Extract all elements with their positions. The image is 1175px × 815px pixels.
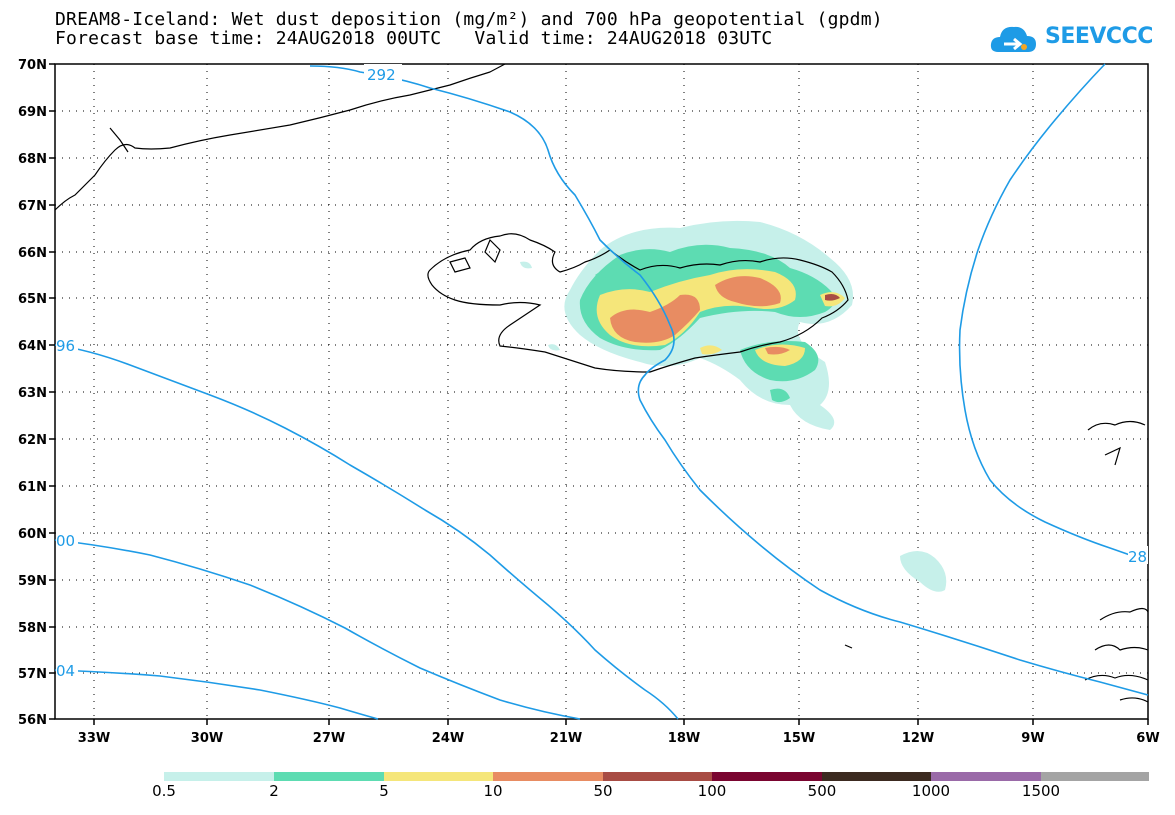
lat-label: 65N <box>18 292 47 307</box>
legend-label: 100 <box>697 782 727 800</box>
longitude-labels: 33W 30W 27W 24W 21W 18W 15W 12W 9W 6W <box>78 731 1160 746</box>
contour-label-28: 28 <box>1128 548 1147 566</box>
contour-label-96: 96 <box>56 337 75 355</box>
lat-label: 60N <box>18 527 47 542</box>
lon-label: 21W <box>550 731 582 746</box>
legend-label: 5 <box>379 782 389 800</box>
legend-label: 50 <box>593 782 613 800</box>
lat-label: 61N <box>18 480 47 495</box>
legend-swatch <box>384 772 493 781</box>
lon-label: 33W <box>78 731 110 746</box>
seevccc-logo <box>990 26 1036 52</box>
legend-swatch <box>274 772 384 781</box>
legend-colorbar <box>164 772 1149 781</box>
lon-label: 30W <box>191 731 223 746</box>
geopotential-contours <box>54 63 1149 720</box>
legend-swatch <box>931 772 1041 781</box>
lat-label: 59N <box>18 574 47 589</box>
lat-label: 58N <box>18 621 47 636</box>
contour-label-292: 292 <box>367 66 396 84</box>
lon-label: 12W <box>902 731 934 746</box>
legend-label: 0.5 <box>152 782 176 800</box>
lon-label: 15W <box>783 731 815 746</box>
lat-label: 62N <box>18 433 47 448</box>
contour-labels: 292 96 00 04 28 <box>56 64 1148 680</box>
graticule <box>55 64 1148 719</box>
lat-label: 56N <box>18 713 47 728</box>
lat-label: 66N <box>18 246 47 261</box>
contour-label-04: 04 <box>56 662 75 680</box>
legend-swatch <box>164 772 274 781</box>
contour-label-00: 00 <box>56 532 75 550</box>
lon-label: 24W <box>432 731 464 746</box>
lat-label: 63N <box>18 386 47 401</box>
chart-title: DREAM8-Iceland: Wet dust deposition (mg/… <box>55 9 883 30</box>
lat-label: 64N <box>18 339 47 354</box>
lat-label: 67N <box>18 199 47 214</box>
lon-label: 9W <box>1021 731 1044 746</box>
legend-swatch <box>822 772 931 781</box>
lon-label: 18W <box>668 731 700 746</box>
latitude-labels: 70N 69N 68N 67N 66N 65N 64N 63N 62N 61N … <box>18 58 47 728</box>
lat-label: 57N <box>18 667 47 682</box>
legend-swatch <box>1041 772 1149 781</box>
lat-label: 69N <box>18 105 47 120</box>
lat-label: 68N <box>18 152 47 167</box>
legend-label: 10 <box>483 782 503 800</box>
axis-ticks <box>49 63 1149 725</box>
dust-deposition-field <box>520 220 947 592</box>
legend-swatch <box>493 772 603 781</box>
lon-label: 6W <box>1136 731 1159 746</box>
legend-swatch <box>712 772 822 781</box>
legend-label: 1000 <box>911 782 951 800</box>
lon-label: 27W <box>313 731 345 746</box>
legend-label: 2 <box>269 782 279 800</box>
coastlines <box>54 63 1149 703</box>
legend-label: 1500 <box>1021 782 1061 800</box>
logo-text: SEEVCCC <box>1045 24 1153 49</box>
legend-label: 500 <box>807 782 837 800</box>
lat-label: 70N <box>18 58 47 73</box>
legend-swatch <box>603 772 712 781</box>
chart-subtitle: Forecast base time: 24AUG2018 00UTC Vali… <box>55 28 773 49</box>
